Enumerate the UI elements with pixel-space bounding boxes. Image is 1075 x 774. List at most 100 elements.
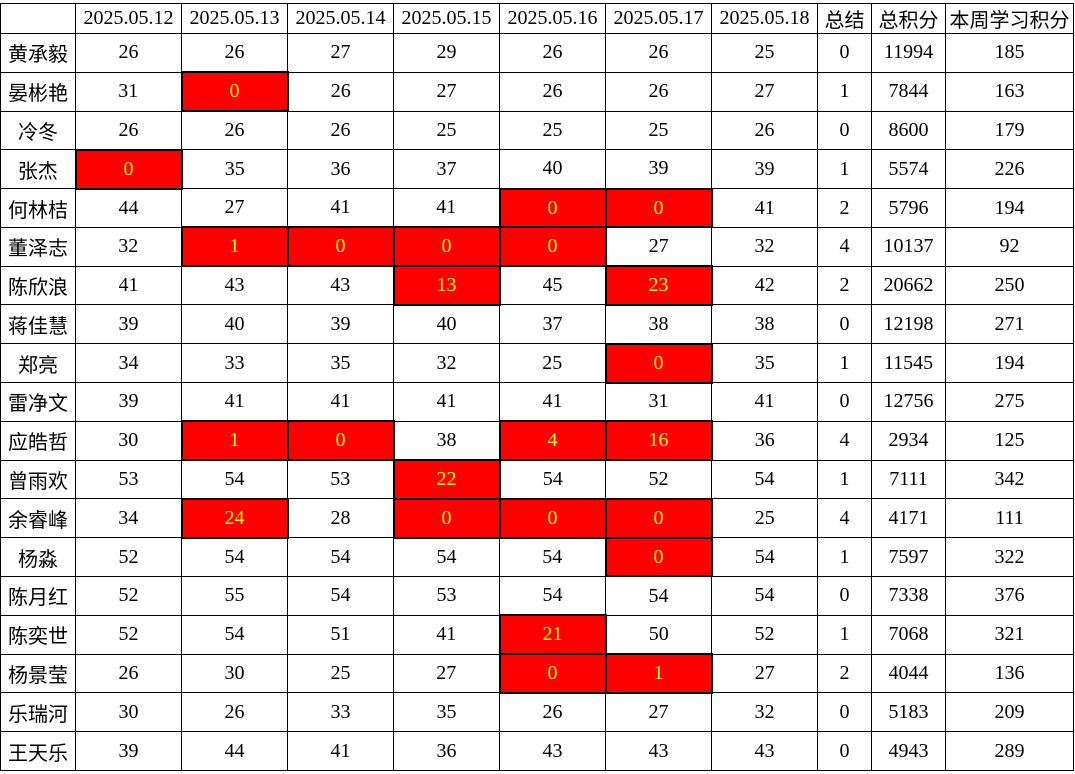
- daily-score-cell[interactable]: 53: [75, 459, 182, 500]
- daily-score-cell[interactable]: 25: [499, 110, 606, 151]
- week-points-cell[interactable]: 194: [945, 188, 1074, 228]
- daily-score-cell[interactable]: 54: [499, 537, 606, 577]
- daily-score-cell[interactable]: 0: [498, 187, 607, 229]
- summary-cell[interactable]: 2: [817, 265, 872, 306]
- daily-score-cell[interactable]: 26: [181, 33, 288, 73]
- daily-score-cell[interactable]: 40: [181, 304, 288, 345]
- daily-score-cell[interactable]: 27: [181, 188, 288, 228]
- daily-score-cell[interactable]: 35: [711, 343, 818, 384]
- daily-score-cell[interactable]: 38: [711, 304, 818, 345]
- name-cell[interactable]: 陈奕世: [0, 614, 76, 655]
- total-points-cell[interactable]: 8600: [871, 110, 946, 151]
- column-header-date-1[interactable]: 2025.05.12: [75, 3, 182, 34]
- daily-score-cell[interactable]: 32: [393, 343, 500, 384]
- daily-score-cell[interactable]: 0: [498, 226, 607, 268]
- daily-score-cell[interactable]: 26: [605, 33, 712, 73]
- daily-score-cell[interactable]: 41: [393, 382, 500, 422]
- daily-score-cell[interactable]: 28: [287, 498, 394, 539]
- daily-score-cell[interactable]: 50: [605, 614, 712, 655]
- daily-score-cell[interactable]: 27: [605, 226, 712, 267]
- daily-score-cell[interactable]: 40: [393, 304, 500, 345]
- daily-score-cell[interactable]: 44: [181, 731, 288, 771]
- summary-cell[interactable]: 1: [817, 149, 872, 190]
- daily-score-cell[interactable]: 0: [604, 342, 713, 384]
- daily-score-cell[interactable]: 36: [287, 149, 394, 190]
- name-cell[interactable]: 杨景莹: [0, 653, 76, 694]
- daily-score-cell[interactable]: 54: [605, 575, 712, 616]
- daily-score-cell[interactable]: 52: [75, 575, 182, 616]
- daily-score-cell[interactable]: 1: [180, 420, 289, 462]
- daily-score-cell[interactable]: 0: [180, 71, 289, 113]
- summary-cell[interactable]: 1: [817, 614, 872, 655]
- daily-score-cell[interactable]: 54: [287, 575, 394, 616]
- daily-score-cell[interactable]: 54: [711, 537, 818, 577]
- daily-score-cell[interactable]: 27: [287, 33, 394, 73]
- daily-score-cell[interactable]: 4: [498, 420, 607, 462]
- week-points-cell[interactable]: 322: [945, 537, 1074, 577]
- daily-score-cell[interactable]: 37: [499, 304, 606, 345]
- total-points-cell[interactable]: 12198: [871, 304, 946, 345]
- week-points-cell[interactable]: 92: [945, 226, 1074, 267]
- week-points-cell[interactable]: 376: [945, 575, 1074, 616]
- daily-score-cell[interactable]: 0: [604, 497, 713, 539]
- summary-cell[interactable]: 0: [817, 382, 872, 422]
- daily-score-cell[interactable]: 39: [605, 149, 712, 190]
- name-cell[interactable]: 乐瑞河: [0, 692, 76, 733]
- daily-score-cell[interactable]: 43: [499, 731, 606, 771]
- daily-score-cell[interactable]: 26: [499, 33, 606, 73]
- daily-score-cell[interactable]: 54: [711, 575, 818, 616]
- total-points-cell[interactable]: 4171: [871, 498, 946, 539]
- daily-score-cell[interactable]: 41: [75, 265, 182, 306]
- total-points-cell[interactable]: 7338: [871, 575, 946, 616]
- daily-score-cell[interactable]: 34: [75, 343, 182, 384]
- week-points-cell[interactable]: 185: [945, 33, 1074, 73]
- daily-score-cell[interactable]: 25: [393, 110, 500, 151]
- daily-score-cell[interactable]: 52: [75, 614, 182, 655]
- name-cell[interactable]: 曾雨欢: [0, 459, 76, 500]
- week-points-cell[interactable]: 275: [945, 382, 1074, 422]
- daily-score-cell[interactable]: 39: [75, 304, 182, 345]
- name-cell[interactable]: 张杰: [0, 149, 76, 190]
- daily-score-cell[interactable]: 30: [181, 653, 288, 694]
- daily-score-cell[interactable]: 29: [393, 33, 500, 73]
- daily-score-cell[interactable]: 41: [711, 188, 818, 228]
- daily-score-cell[interactable]: 41: [499, 382, 606, 422]
- name-cell[interactable]: 应皓哲: [0, 420, 76, 461]
- daily-score-cell[interactable]: 27: [711, 71, 818, 112]
- daily-score-cell[interactable]: 54: [181, 459, 288, 500]
- daily-score-cell[interactable]: 53: [393, 575, 500, 616]
- week-points-cell[interactable]: 226: [945, 149, 1074, 190]
- daily-score-cell[interactable]: 31: [605, 382, 712, 422]
- daily-score-cell[interactable]: 27: [393, 653, 500, 694]
- daily-score-cell[interactable]: 27: [711, 653, 818, 694]
- daily-score-cell[interactable]: 35: [181, 149, 288, 190]
- daily-score-cell[interactable]: 39: [75, 382, 182, 422]
- name-cell[interactable]: 余睿峰: [0, 498, 76, 539]
- name-cell[interactable]: 董泽志: [0, 226, 76, 267]
- week-points-cell[interactable]: 179: [945, 110, 1074, 151]
- daily-score-cell[interactable]: 39: [287, 304, 394, 345]
- daily-score-cell[interactable]: 52: [75, 537, 182, 577]
- daily-score-cell[interactable]: 44: [75, 188, 182, 228]
- daily-score-cell[interactable]: 25: [711, 498, 818, 539]
- name-cell[interactable]: 蒋佳慧: [0, 304, 76, 345]
- week-points-cell[interactable]: 111: [945, 498, 1074, 539]
- week-points-cell[interactable]: 289: [945, 731, 1074, 771]
- daily-score-cell[interactable]: 36: [711, 420, 818, 461]
- daily-score-cell[interactable]: 26: [181, 692, 288, 733]
- summary-cell[interactable]: 0: [817, 304, 872, 345]
- column-header-total-points[interactable]: 总积分: [871, 3, 946, 34]
- daily-score-cell[interactable]: 0: [392, 497, 501, 539]
- daily-score-cell[interactable]: 26: [499, 71, 606, 112]
- daily-score-cell[interactable]: 0: [604, 187, 713, 229]
- name-cell[interactable]: 何林桔: [0, 188, 76, 228]
- column-header-date-4[interactable]: 2025.05.15: [393, 3, 500, 34]
- summary-cell[interactable]: 0: [817, 692, 872, 733]
- summary-cell[interactable]: 4: [817, 420, 872, 461]
- total-points-cell[interactable]: 7597: [871, 537, 946, 577]
- daily-score-cell[interactable]: 35: [393, 692, 500, 733]
- week-points-cell[interactable]: 250: [945, 265, 1074, 306]
- week-points-cell[interactable]: 136: [945, 653, 1074, 694]
- daily-score-cell[interactable]: 43: [711, 731, 818, 771]
- week-points-cell[interactable]: 342: [945, 459, 1074, 500]
